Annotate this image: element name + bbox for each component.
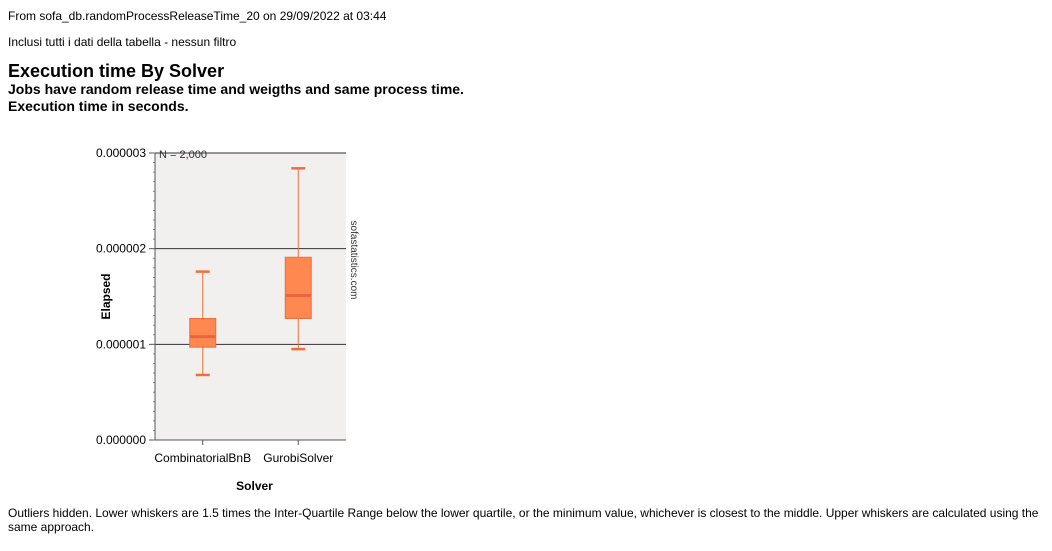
y-tick-label: 0.000003	[96, 146, 146, 160]
x-tick-label: GurobiSolver	[263, 451, 333, 465]
y-tick-label: 0.000002	[96, 242, 146, 256]
title-block: Execution time By Solver Jobs have rando…	[8, 61, 464, 115]
box-1	[189, 270, 217, 377]
x-tick-label: CombinatorialBnB	[154, 451, 251, 465]
watermark: sofastatistics.com	[348, 221, 359, 300]
source-info: From sofa_db.randomProcessReleaseTime_20…	[8, 9, 387, 23]
iqr-box	[189, 318, 217, 348]
box-plot-chart: 0.000000 0.000001 0.000002 0.000003 Combinat…	[96, 146, 359, 493]
iqr-box	[284, 256, 312, 320]
x-axis-label: Solver	[236, 479, 273, 493]
chart-title: Execution time By Solver	[8, 61, 225, 81]
filter-info: Inclusi tutti i dati della tabella - nes…	[8, 35, 237, 49]
chart-subtitle-line-2: Execution time in seconds.	[8, 98, 189, 114]
box-2	[284, 167, 312, 351]
plot-background	[155, 153, 346, 440]
y-axis-label: Elapsed	[99, 273, 113, 319]
footnote: Outliers hidden. Lower whiskers are 1.5 …	[8, 506, 1039, 534]
chart-subtitle-line-1: Jobs have random release time and weigth…	[8, 81, 464, 97]
y-tick-label: 0.000000	[96, 433, 146, 447]
y-tick-label: 0.000001	[96, 337, 146, 351]
sample-size-annotation: N = 2,000	[159, 149, 207, 161]
